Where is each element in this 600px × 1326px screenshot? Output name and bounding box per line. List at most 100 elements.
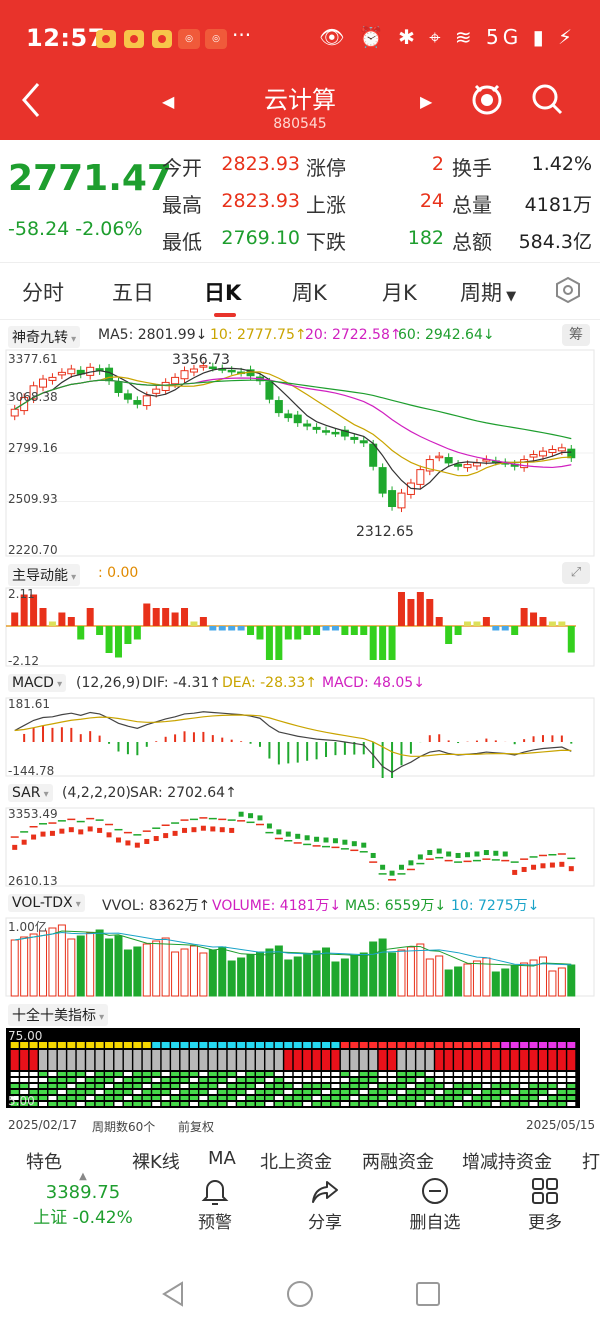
candle-body — [340, 429, 349, 437]
kline-indicator-row: 神奇九转 MA5: 2801.99↓ 10: 2777.75↑ 20: 2722… — [0, 324, 600, 348]
shiquan-indicator-select[interactable]: 十全十美指标 — [8, 1004, 109, 1026]
shiquan-cell — [246, 1084, 255, 1088]
search-button[interactable] — [530, 82, 564, 116]
feature-tab-northbound[interactable]: 北上资金 — [260, 1152, 332, 1170]
chips-button[interactable]: 筹 — [562, 324, 590, 346]
shiquan-cell — [510, 1084, 519, 1088]
shiquan-cell — [20, 1078, 29, 1082]
shiquan-cell — [142, 1072, 151, 1076]
vol-indicator-select[interactable]: VOL-TDX — [8, 894, 85, 912]
shiquan-cell — [312, 1072, 321, 1076]
shiquan-signal-top — [246, 1042, 255, 1048]
share-button[interactable]: 分享 — [285, 1176, 365, 1233]
shiquan-cell — [29, 1084, 38, 1088]
shiquan-cell — [472, 1078, 481, 1082]
sar-dot — [342, 839, 348, 845]
zhudao-bar — [152, 608, 160, 626]
shiquan-cell — [350, 1090, 359, 1094]
macd-indicator-select[interactable]: MACD — [8, 674, 67, 692]
sar-chart[interactable] — [0, 806, 600, 888]
zhudao-bar — [548, 621, 556, 626]
zhudao-indicator-select[interactable]: 主导动能 — [8, 564, 81, 586]
tab-weekly-k[interactable]: 周K — [292, 281, 327, 305]
zhudao-chart[interactable] — [0, 586, 600, 668]
system-recents-icon[interactable] — [414, 1280, 442, 1308]
macd-indicator-row: MACD (12,26,9) DIF: -4.31↑ DEA: -28.33↑ … — [0, 672, 600, 696]
more-button[interactable]: 更多 — [505, 1176, 585, 1233]
zhudao-bar — [171, 612, 179, 626]
feature-tab-more[interactable]: 打 — [582, 1152, 600, 1170]
shiquan-cell — [425, 1072, 434, 1076]
remove-watchlist-button[interactable]: 删自选 — [395, 1176, 475, 1233]
status-more-icon: ··· — [232, 23, 252, 47]
zhudao-bar — [284, 626, 292, 640]
expand-button[interactable]: ⤢ — [562, 562, 590, 584]
vol-bar — [152, 940, 161, 997]
shiquan-signal-top — [20, 1042, 29, 1048]
zhudao-bar — [464, 621, 472, 626]
tab-intraday[interactable]: 分时 — [22, 281, 64, 305]
shiquan-cell — [246, 1096, 255, 1100]
zhudao-bar — [511, 626, 519, 635]
feature-tab-special[interactable]: 特色 — [26, 1152, 62, 1170]
shiquan-signal-top — [388, 1042, 397, 1048]
macd-chart[interactable] — [0, 696, 600, 778]
shiquan-cell — [86, 1078, 95, 1082]
shiquan-cell — [529, 1072, 538, 1076]
system-back-icon[interactable] — [160, 1280, 186, 1308]
feature-tab-naked-k[interactable]: 裸K线 — [132, 1152, 180, 1170]
volume-chart[interactable] — [0, 916, 600, 998]
shiquan-cell — [538, 1084, 547, 1088]
shiquan-cell — [39, 1078, 48, 1082]
vol-bar — [189, 945, 198, 997]
tab-monthly-k[interactable]: 月K — [382, 281, 417, 305]
macd-axis-top: 181.61 — [8, 697, 50, 711]
limit-up-value: 2 — [431, 153, 444, 175]
shiquan-cell — [208, 1078, 217, 1082]
shiquan-cell — [246, 1090, 255, 1094]
shiquan-signal-top — [48, 1042, 57, 1048]
shiquan-cell — [378, 1096, 387, 1100]
status-time: 12:57 — [26, 24, 105, 52]
sar-frame — [5, 807, 595, 887]
kline-indicator-select[interactable]: 神奇九转 — [8, 326, 81, 348]
shiquan-cell — [284, 1078, 293, 1082]
sar-indicator-select[interactable]: SAR — [8, 784, 53, 802]
sar-dot — [106, 832, 112, 838]
shiquan-cell — [435, 1078, 444, 1082]
tab-daily-k[interactable]: 日K — [204, 281, 242, 305]
shiquan-cell — [171, 1096, 180, 1100]
sar-dot — [134, 842, 140, 848]
feature-tab-ma[interactable]: MA — [208, 1148, 236, 1169]
prev-stock-button[interactable]: ◀ — [162, 92, 175, 111]
shiquan-cell — [95, 1084, 104, 1088]
shiquan-cell — [529, 1084, 538, 1088]
adjust-type: 前复权 — [178, 1120, 215, 1134]
index-quote[interactable]: ▲ 3389.75 上证 -0.42% — [18, 1172, 148, 1229]
zhudao-bar — [331, 626, 339, 631]
zhudao-bar — [133, 626, 141, 640]
sar-dot — [144, 838, 150, 844]
feature-tab-holdings[interactable]: 增减持资金 — [462, 1152, 552, 1170]
shiquan-cell — [171, 1102, 180, 1106]
alert-button[interactable]: 预警 — [175, 1176, 255, 1233]
system-home-icon[interactable] — [286, 1280, 314, 1308]
shiquan-cell — [425, 1096, 434, 1100]
open-label: 今开 — [162, 156, 202, 180]
next-stock-button[interactable]: ▶ — [420, 92, 433, 111]
shiquan-chart[interactable] — [0, 1028, 600, 1110]
shiquan-cell — [123, 1084, 132, 1088]
feature-tab-margin[interactable]: 两融资金 — [362, 1152, 434, 1170]
kline-chart[interactable] — [0, 348, 600, 558]
notification-icon — [96, 30, 116, 48]
mascot-assistant-button[interactable] — [470, 82, 504, 116]
shiquan-cell — [444, 1102, 453, 1106]
shiquan-cell — [312, 1090, 321, 1094]
candle-body — [67, 368, 76, 375]
zhudao-bar — [379, 626, 387, 660]
tab-period[interactable]: 周期 ▼ — [460, 277, 516, 307]
shiquan-cell — [218, 1090, 227, 1094]
back-button[interactable] — [18, 80, 44, 127]
chart-settings-button[interactable] — [554, 276, 582, 304]
tab-five-day[interactable]: 五日 — [112, 281, 154, 305]
